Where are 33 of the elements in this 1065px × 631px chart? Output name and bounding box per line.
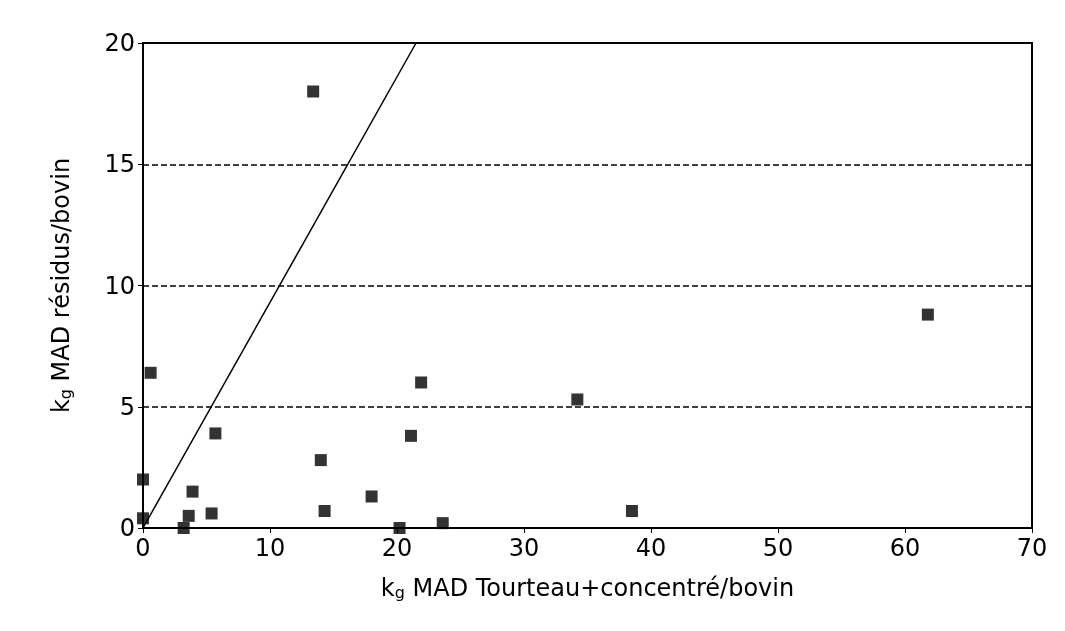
point bbox=[365, 490, 378, 503]
point bbox=[404, 429, 417, 442]
y-tick-label: 10 bbox=[104, 271, 135, 300]
point bbox=[137, 473, 149, 486]
x-tick-label: 60 bbox=[889, 534, 921, 562]
y-axis-title: kg MAD résidus/bovin bbox=[47, 157, 75, 414]
y-tick-label: 15 bbox=[104, 150, 135, 179]
point bbox=[415, 376, 428, 389]
point bbox=[186, 485, 199, 498]
point bbox=[436, 517, 449, 530]
x-tick-label: 40 bbox=[635, 534, 667, 562]
point bbox=[205, 507, 218, 520]
x-tick-label: 70 bbox=[1016, 534, 1048, 562]
point bbox=[921, 308, 934, 321]
point bbox=[209, 427, 222, 440]
point bbox=[314, 454, 327, 467]
point bbox=[177, 522, 190, 534]
x-tick-label: 10 bbox=[254, 534, 286, 562]
y-tick-label: 0 bbox=[119, 514, 135, 542]
point bbox=[137, 512, 149, 525]
point bbox=[307, 85, 320, 98]
x-tick-label: 20 bbox=[381, 534, 413, 562]
point bbox=[144, 366, 157, 379]
point bbox=[182, 509, 195, 522]
x-axis-title: kg MAD Tourteau+concentré/bovin bbox=[380, 574, 795, 602]
y-tick-label: 5 bbox=[119, 392, 135, 421]
point bbox=[571, 393, 584, 406]
point bbox=[625, 505, 638, 518]
point bbox=[393, 522, 406, 534]
x-tick-label: 30 bbox=[508, 534, 540, 562]
x-tick-label: 50 bbox=[762, 534, 794, 562]
y-tick-label: 20 bbox=[104, 29, 135, 57]
point bbox=[318, 505, 331, 518]
